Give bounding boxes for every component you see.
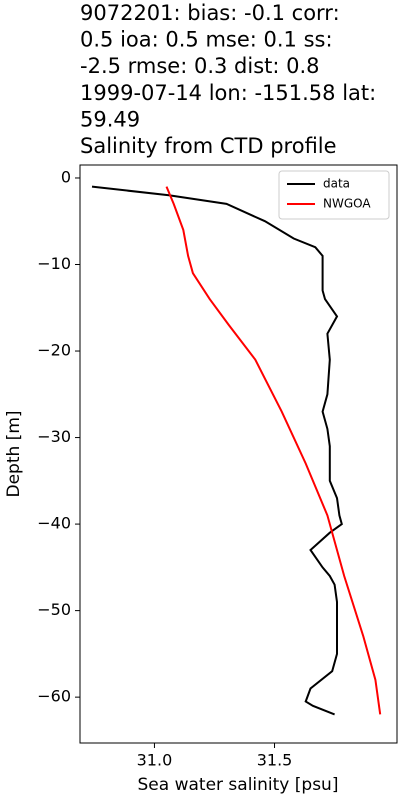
chart-title: 59.49: [80, 107, 140, 131]
chart-title: 9072201: bias: -0.1 corr:: [80, 1, 340, 25]
series-line: [91, 185, 343, 716]
y-tick-label: −10: [37, 254, 71, 273]
plot-frame: [79, 164, 398, 744]
x-axis-label: Sea water salinity [psu]: [138, 775, 339, 795]
chart-title: -2.5 rmse: 0.3 dist: 0.8: [80, 54, 320, 78]
x-tick-label: 31.5: [257, 751, 293, 770]
legend-label: NWGOA: [323, 197, 371, 211]
chart-title: Salinity from CTD profile: [80, 134, 337, 158]
y-tick-label: −30: [37, 427, 71, 446]
x-tick-label: 31.0: [137, 751, 173, 770]
y-tick-label: −60: [37, 687, 71, 706]
y-tick-label: −50: [37, 600, 71, 619]
y-tick-label: −20: [37, 341, 71, 360]
y-tick-label: 0: [61, 167, 71, 186]
y-axis-label: Depth [m]: [4, 410, 24, 497]
chart-title: 0.5 ioa: 0.5 mse: 0.1 ss:: [80, 28, 333, 52]
chart-title: 1999-07-14 lon: -151.58 lat:: [80, 81, 376, 105]
legend-label: data: [323, 177, 350, 191]
series-line: [165, 186, 382, 715]
y-tick-label: −40: [37, 514, 71, 533]
